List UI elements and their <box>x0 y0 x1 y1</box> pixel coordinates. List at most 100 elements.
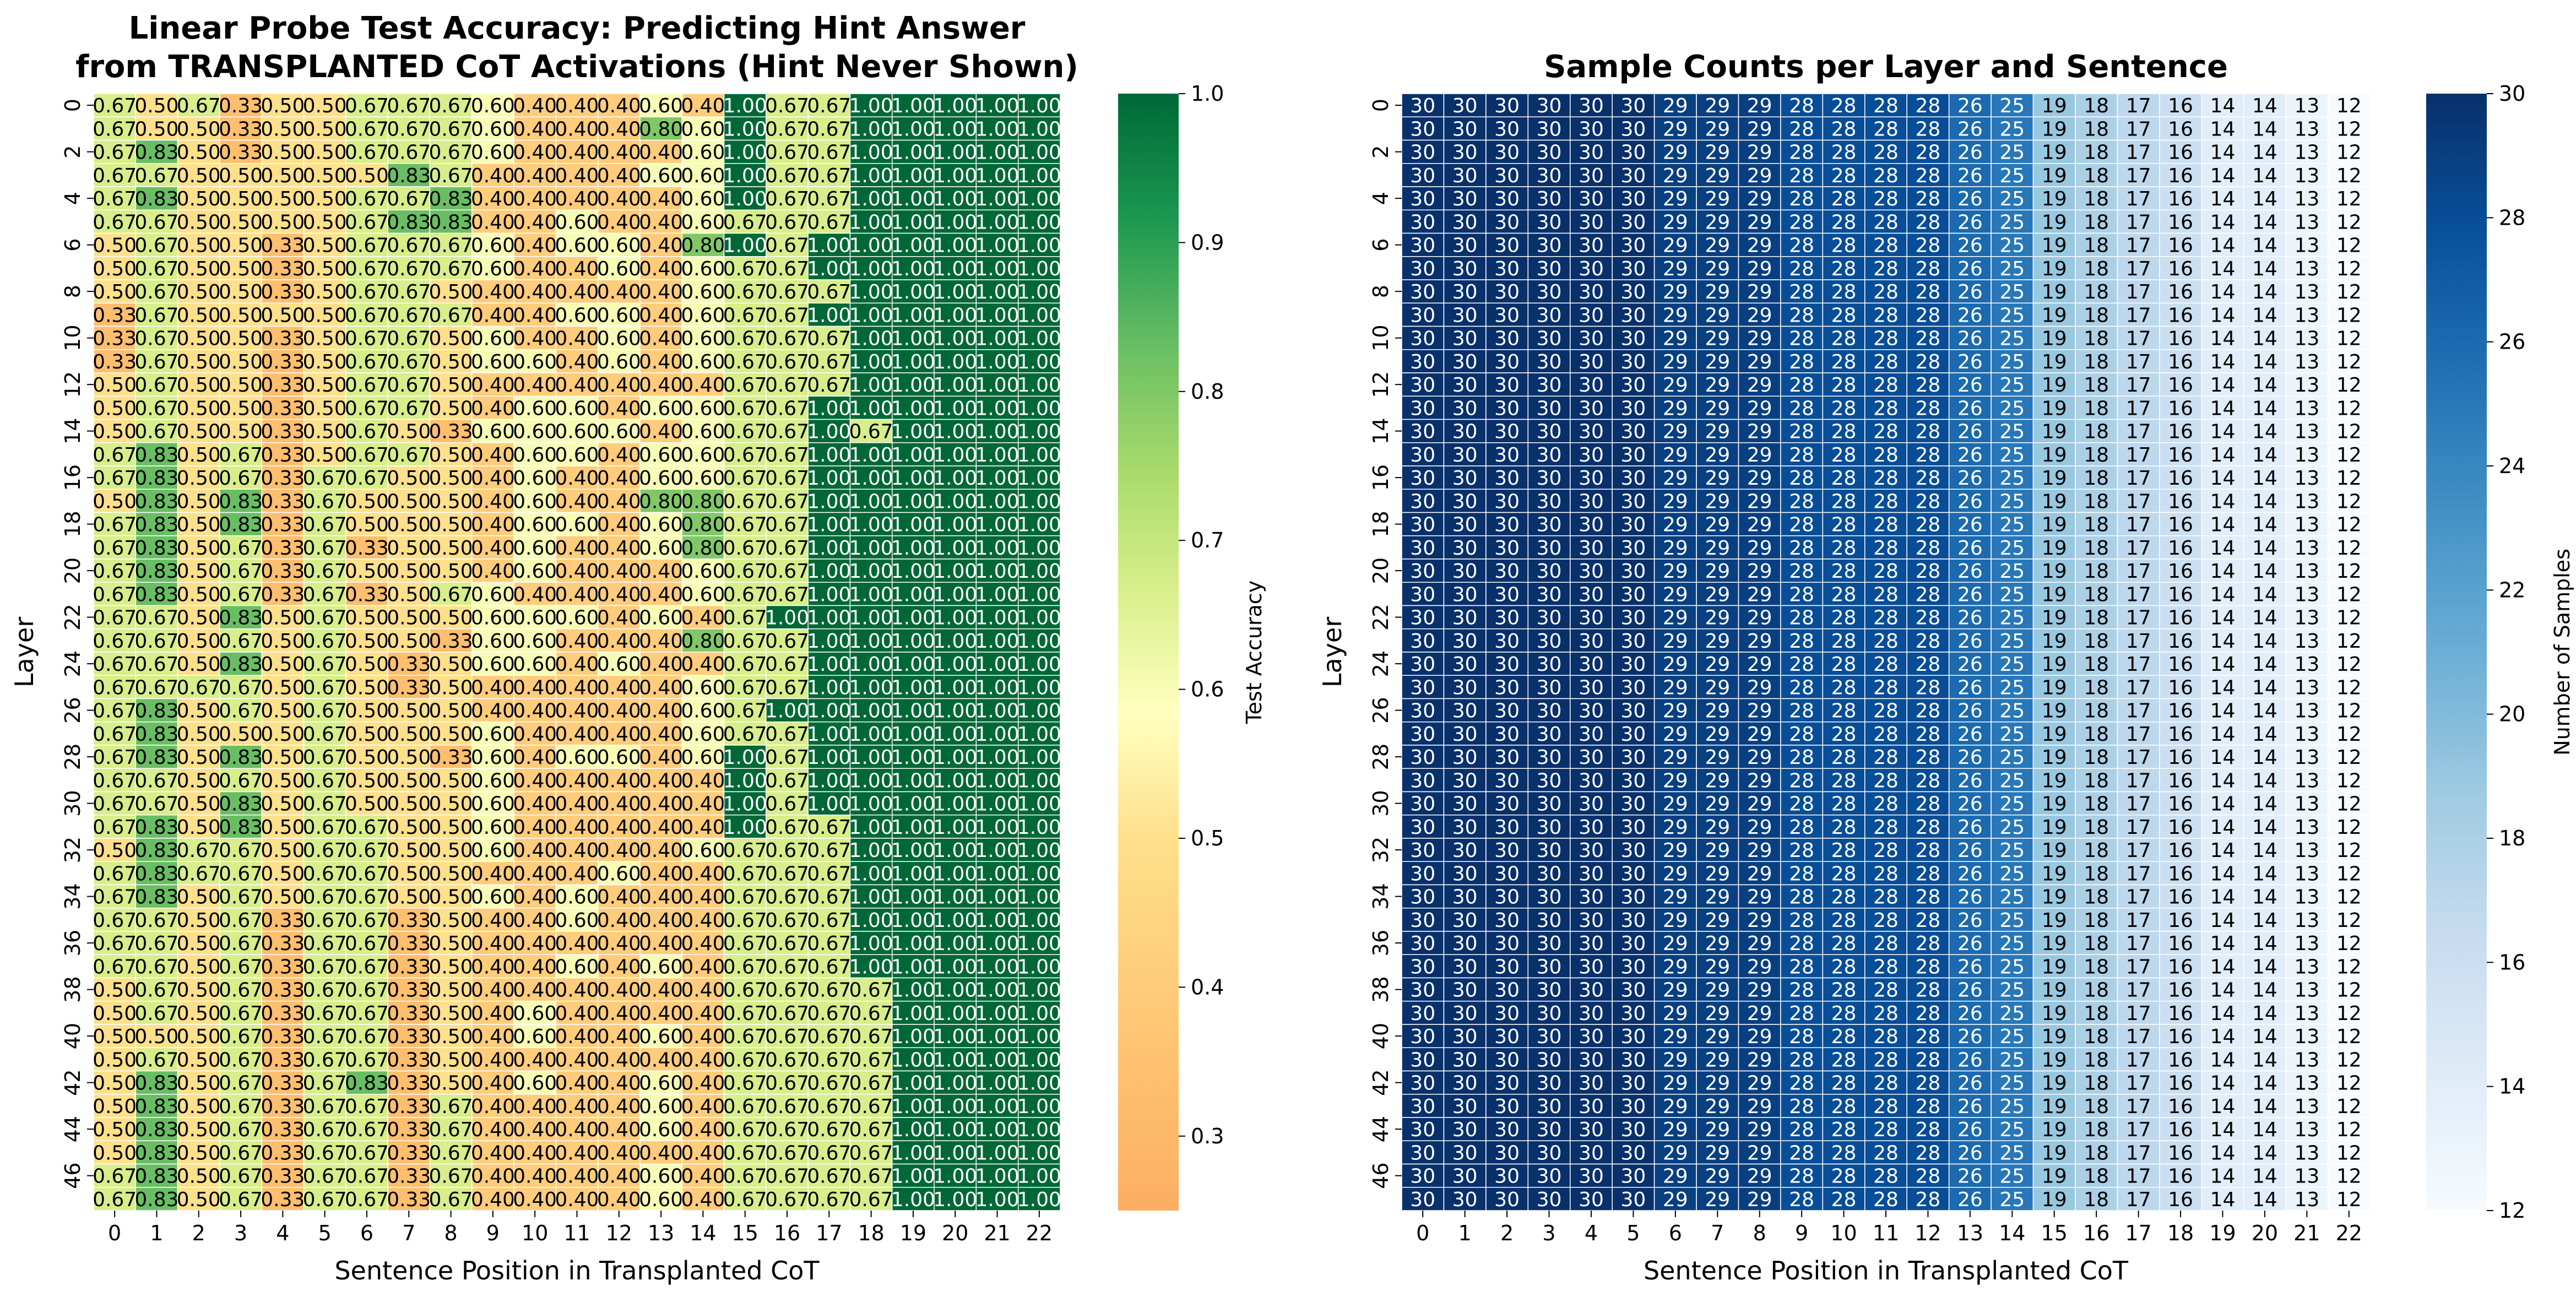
cell-value-label: 12 <box>2336 583 2362 606</box>
cell-value-label: 0.67 <box>429 1165 473 1188</box>
cell-value-label: 1.00 <box>975 793 1019 816</box>
cell-value-label: 0.40 <box>555 142 599 164</box>
cell-value-label: 30 <box>1452 653 1478 676</box>
cell-value-label: 29 <box>1663 421 1688 443</box>
cell-value-label: 1.00 <box>933 1142 977 1164</box>
y-tick-label: 4 <box>61 192 85 205</box>
cell-value-label: 16 <box>2168 235 2193 257</box>
cell-value-label: 30 <box>1410 1119 1435 1141</box>
cell-value-label: 29 <box>1747 816 1772 839</box>
cell-value-label: 19 <box>2042 258 2067 280</box>
cell-value-label: 0.67 <box>93 862 137 885</box>
cell-value-label: 0.67 <box>134 165 178 187</box>
cell-value-label: 1.00 <box>1017 351 1061 373</box>
heatmap-cell <box>597 163 641 187</box>
cell-value-label: 25 <box>1999 351 2025 373</box>
cell-value-label: 26 <box>1957 630 1983 653</box>
cell-value-label: 0.40 <box>597 839 641 862</box>
cell-value-label: 1.00 <box>933 1072 977 1095</box>
cell-value-label: 0.67 <box>765 165 809 187</box>
heatmap-cell <box>93 163 137 187</box>
cell-value-label: 0.50 <box>429 397 473 420</box>
cell-value-label: 0.67 <box>807 839 851 862</box>
cell-value-label: 0.50 <box>177 769 221 792</box>
cell-value-label: 1.00 <box>723 118 767 140</box>
cell-value-label: 30 <box>1537 862 1562 885</box>
x-tick-label: 15 <box>2041 1221 2068 1245</box>
cell-value-label: 0.60 <box>681 351 725 373</box>
cell-value-label: 1.00 <box>891 909 935 932</box>
cell-value-label: 30 <box>1494 956 1520 978</box>
cell-value-label: 0.50 <box>429 514 473 536</box>
heatmap-cell <box>807 139 851 164</box>
cell-value-label: 1.00 <box>891 630 935 653</box>
cell-value-label: 30 <box>1579 1072 1604 1095</box>
cell-value-label: 0.40 <box>471 374 515 397</box>
cell-value-label: 0.50 <box>219 235 263 257</box>
cell-value-label: 0.50 <box>177 188 221 210</box>
x-tick-label: 7 <box>1711 1221 1724 1245</box>
cell-value-label: 29 <box>1705 979 1730 1002</box>
cell-value-label: 16 <box>2168 909 2193 932</box>
cell-value-label: 0.67 <box>345 932 389 955</box>
cell-value-label: 14 <box>2252 328 2277 350</box>
cell-value-label: 14 <box>2252 862 2277 885</box>
cell-value-label: 18 <box>2084 909 2109 932</box>
cell-value-label: 0.67 <box>93 607 137 630</box>
cell-value-label: 28 <box>1916 95 1941 117</box>
cell-value-label: 0.33 <box>429 630 473 653</box>
cell-value-label: 29 <box>1705 1072 1730 1095</box>
cell-value-label: 0.40 <box>597 537 641 560</box>
cell-value-label: 0.40 <box>555 351 599 373</box>
cell-value-label: 30 <box>1452 1189 1478 1211</box>
cell-value-label: 0.40 <box>681 769 725 792</box>
cell-value-label: 29 <box>1747 351 1772 373</box>
cell-value-label: 18 <box>2084 514 2109 536</box>
cell-value-label: 0.40 <box>513 723 557 746</box>
cell-value-label: 1.00 <box>723 142 767 164</box>
cell-value-label: 30 <box>1620 909 1646 932</box>
cell-value-label: 0.50 <box>345 490 389 513</box>
cell-value-label: 30 <box>1410 444 1435 466</box>
cell-value-label: 28 <box>1873 653 1899 676</box>
cell-value-label: 30 <box>1537 537 1562 560</box>
cell-value-label: 1.00 <box>975 281 1019 303</box>
cell-value-label: 16 <box>2168 490 2193 513</box>
cell-value-label: 29 <box>1747 1072 1772 1095</box>
y-tick-label: 42 <box>1369 1069 1393 1095</box>
cell-value-label: 28 <box>1789 537 1814 560</box>
cell-value-label: 0.67 <box>807 211 851 234</box>
cell-value-label: 30 <box>1494 374 1520 397</box>
cell-value-label: 0.50 <box>177 1189 221 1211</box>
heatmap-cell <box>471 139 514 164</box>
x-tick-label: 1 <box>1458 1221 1472 1245</box>
cell-value-label: 0.67 <box>765 839 809 862</box>
cell-value-label: 17 <box>2126 1119 2151 1141</box>
cell-value-label: 17 <box>2126 281 2151 303</box>
cell-value-label: 0.67 <box>765 560 809 583</box>
heatmap-cell <box>1017 186 1061 210</box>
cell-value-label: 0.40 <box>471 560 515 583</box>
cell-value-label: 0.67 <box>303 1095 347 1118</box>
x-tick-label: 2 <box>1500 1221 1514 1245</box>
cell-value-label: 25 <box>1999 1049 2025 1071</box>
cell-value-label: 0.67 <box>93 95 137 117</box>
cell-value-label: 0.67 <box>723 839 767 862</box>
cell-value-label: 0.67 <box>807 886 851 909</box>
cell-value-label: 30 <box>1579 746 1604 769</box>
cell-value-label: 14 <box>2210 397 2236 420</box>
cell-value-label: 28 <box>1916 537 1941 560</box>
cell-value-label: 1.00 <box>933 281 977 303</box>
cell-value-label: 0.33 <box>261 397 305 420</box>
cell-value-label: 29 <box>1747 165 1772 187</box>
x-tick-label: 6 <box>360 1221 373 1245</box>
cell-value-label: 28 <box>1789 514 1814 536</box>
cell-value-label: 12 <box>2336 723 2362 746</box>
cell-value-label: 28 <box>1789 1095 1814 1118</box>
cell-value-label: 0.40 <box>555 723 599 746</box>
heatmap-cell <box>1017 209 1061 234</box>
cell-value-label: 28 <box>1789 1119 1814 1141</box>
cell-value-label: 1.00 <box>975 630 1019 653</box>
cell-value-label: 28 <box>1873 816 1899 839</box>
cell-value-label: 30 <box>1579 1026 1604 1048</box>
